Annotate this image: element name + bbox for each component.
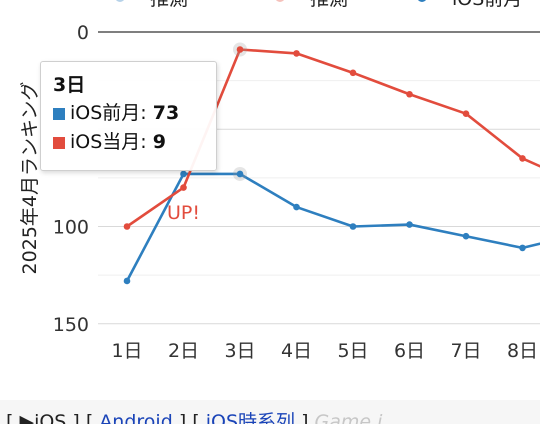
footer-game-link[interactable]: Game i — [314, 411, 383, 424]
tooltip-row-ios-curr: iOS当月: 9 — [53, 128, 216, 157]
data-point — [406, 221, 413, 228]
data-point — [462, 110, 470, 117]
footer-ios-timeseries-link[interactable]: iOS時系列 — [205, 411, 296, 424]
y-tick-label: 150 — [53, 314, 89, 336]
y-tick-label: 0 — [77, 22, 89, 44]
tooltip-title: 3日 — [53, 74, 86, 96]
footer-separator: [ — [79, 411, 100, 424]
legend-marker — [276, 0, 284, 2]
x-tick-label: 8日 — [507, 340, 538, 362]
data-point — [519, 244, 526, 252]
y-tick-label: 100 — [53, 217, 89, 239]
data-point — [519, 155, 526, 162]
data-point — [123, 277, 131, 285]
footer-ios-current: [ ▶iOS ] — [6, 411, 80, 424]
chart-svg: 01001502025年4月ランキング1日2日3日4日5日6日7日8日9日推測推… — [19, 0, 540, 362]
data-point — [406, 90, 413, 98]
tooltip-value: 73 — [152, 102, 180, 124]
ranking-chart: 01001502025年4月ランキング1日2日3日4日5日6日7日8日9日推測推… — [19, 0, 540, 362]
footer-android-link[interactable]: Android — [99, 411, 173, 424]
series-line — [125, 172, 540, 282]
tooltip-swatch — [53, 108, 65, 120]
data-tooltip: 3日 iOS前月: 73 iOS当月: 9 — [40, 61, 217, 171]
tooltip-row-ios-prev: iOS前月: 73 — [53, 99, 216, 128]
tooltip-swatch — [53, 137, 65, 149]
x-tick-label: 3日 — [224, 340, 255, 362]
annotation-label: UP! — [167, 202, 200, 224]
data-point — [349, 223, 357, 230]
legend-marker — [116, 0, 124, 2]
data-point — [236, 46, 244, 53]
footer-separator: ] — [295, 411, 315, 424]
y-axis-title: 2025年4月ランキング — [19, 82, 41, 275]
tooltip-label: iOS前月: — [70, 102, 153, 124]
footer-separator: ] [ — [172, 411, 206, 424]
legend-label: 推測 — [150, 0, 188, 10]
tooltip-label: iOS当月: — [70, 131, 153, 153]
x-tick-label: 4日 — [281, 340, 312, 362]
data-point — [293, 203, 300, 211]
tooltip-value: 9 — [152, 131, 166, 153]
footer-nav: [ ▶iOS ] [ Android ] [ iOS時系列 ] Game i — [0, 400, 540, 424]
legend-marker — [418, 0, 426, 2]
x-tick-label: 1日 — [111, 340, 142, 362]
data-point — [349, 69, 357, 77]
data-point — [293, 50, 300, 57]
footer-nav-row: [ ▶iOS ] [ Android ] [ iOS時系列 ] Game i — [6, 410, 382, 424]
data-point — [180, 184, 187, 191]
x-tick-label: 7日 — [450, 340, 481, 362]
legend-label: 推測 — [310, 0, 348, 10]
data-point — [462, 232, 470, 240]
data-point — [180, 170, 187, 178]
data-point — [236, 170, 244, 178]
legend-label: iOS前月 — [452, 0, 522, 10]
x-tick-label: 5日 — [337, 340, 368, 362]
x-tick-label: 2日 — [168, 340, 199, 362]
x-tick-label: 6日 — [394, 340, 425, 362]
data-point — [123, 223, 131, 230]
